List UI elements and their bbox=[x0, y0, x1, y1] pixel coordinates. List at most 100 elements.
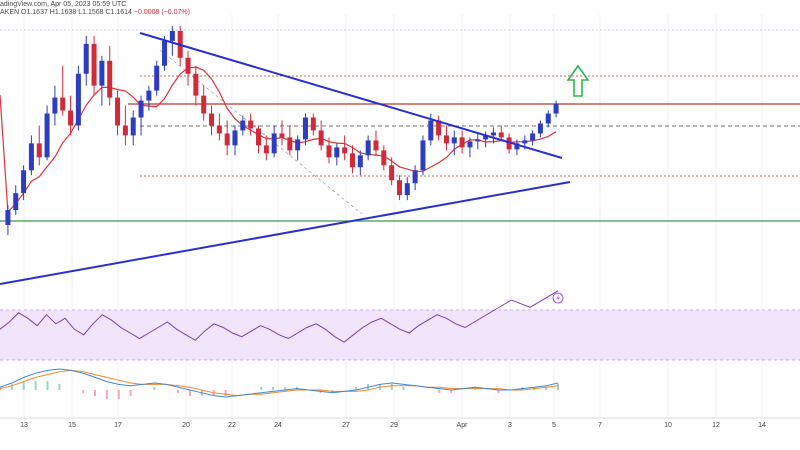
x-tick-label-8: Apr bbox=[457, 422, 469, 429]
candle-body-24 bbox=[193, 73, 199, 96]
x-tick-label-3: 20 bbox=[182, 422, 190, 429]
candle-body-18 bbox=[146, 90, 152, 101]
descending-trendline bbox=[139, 32, 563, 159]
candle-body-61 bbox=[483, 135, 489, 140]
candle-body-62 bbox=[490, 132, 496, 136]
candle-body-5 bbox=[44, 113, 50, 158]
candle-body-39 bbox=[310, 117, 316, 131]
candle-body-69 bbox=[545, 113, 551, 124]
candle-body-7 bbox=[60, 97, 66, 111]
candle-body-3 bbox=[28, 143, 34, 171]
candle-body-70 bbox=[553, 103, 559, 114]
x-tick-label-2: 17 bbox=[114, 422, 122, 429]
candle-body-19 bbox=[154, 65, 160, 91]
x-tick-label-13: 12 bbox=[712, 422, 720, 429]
candle-body-45 bbox=[357, 155, 363, 168]
candle-body-56 bbox=[443, 135, 449, 144]
candle-body-10 bbox=[83, 43, 89, 74]
x-tick-label-5: 24 bbox=[274, 422, 282, 429]
candle-body-14 bbox=[115, 97, 121, 126]
candle-body-33 bbox=[263, 145, 269, 154]
x-tick-label-9: 3 bbox=[508, 422, 512, 429]
header-change: −0.0008 (−0.07%) bbox=[133, 9, 190, 16]
candle-body-43 bbox=[342, 147, 348, 154]
candle-body-30 bbox=[240, 120, 246, 131]
candle-body-15 bbox=[122, 125, 128, 136]
x-axis: 13 15 17 20 22 24 27 29 Apr 3 5 7 10 12 14 bbox=[0, 417, 800, 429]
candle-body-50 bbox=[396, 180, 402, 196]
x-tick-label-14: 14 bbox=[758, 422, 766, 429]
x-tick-label-1: 15 bbox=[68, 422, 76, 429]
candle-body-31 bbox=[248, 120, 254, 129]
candle-body-41 bbox=[326, 145, 332, 158]
rsi-band bbox=[0, 310, 800, 360]
candle-body-36 bbox=[287, 137, 293, 151]
candle-body-29 bbox=[232, 130, 238, 146]
candle-body-51 bbox=[404, 183, 410, 196]
x-tick-label-4: 22 bbox=[228, 422, 236, 429]
candle-body-13 bbox=[107, 60, 113, 98]
lightning-icon bbox=[556, 294, 560, 302]
candle-body-67 bbox=[530, 133, 536, 141]
candle-body-40 bbox=[318, 130, 324, 146]
macd-panel bbox=[0, 368, 559, 399]
candle-body-9 bbox=[75, 73, 81, 126]
candle-body-12 bbox=[99, 60, 105, 86]
candle-body-44 bbox=[349, 153, 355, 168]
rsi-panel bbox=[0, 290, 800, 361]
x-tick-label-11: 7 bbox=[598, 422, 602, 429]
candle-body-54 bbox=[428, 120, 434, 141]
candle-body-35 bbox=[279, 133, 285, 138]
candle-body-21 bbox=[169, 30, 175, 41]
candle-body-66 bbox=[522, 140, 528, 144]
rsi-line bbox=[0, 290, 559, 343]
candle-body-4 bbox=[36, 143, 42, 158]
candle-body-49 bbox=[389, 165, 395, 181]
candle-body-8 bbox=[68, 110, 74, 126]
trend-lines bbox=[0, 32, 571, 285]
header-ohlc-line: AKEN O1.1637 H1.1638 L1.1568 C1.1614 −0.… bbox=[0, 9, 190, 16]
candle-body-32 bbox=[256, 128, 262, 146]
candle-body-68 bbox=[537, 123, 543, 134]
candle-body-60 bbox=[475, 139, 481, 142]
candle-body-27 bbox=[216, 125, 222, 134]
header-ohlc-values: AKEN O1.1637 H1.1638 L1.1568 C1.1614 bbox=[0, 9, 132, 16]
x-tick-label-7: 29 bbox=[390, 422, 398, 429]
arrow-up-icon bbox=[566, 64, 590, 97]
candle-body-26 bbox=[209, 113, 215, 126]
candle-body-28 bbox=[224, 133, 230, 146]
x-tick-label-0: 13 bbox=[20, 422, 28, 429]
candle-body-42 bbox=[334, 147, 340, 158]
candle-body-17 bbox=[138, 100, 144, 118]
candle-body-34 bbox=[271, 133, 277, 154]
candle-body-58 bbox=[459, 137, 465, 148]
candle-body-64 bbox=[506, 137, 512, 150]
candle-body-55 bbox=[436, 120, 442, 136]
candle-body-0 bbox=[5, 210, 11, 225]
candle-body-16 bbox=[130, 117, 136, 136]
candle-body-52 bbox=[412, 170, 418, 184]
candle-body-25 bbox=[201, 95, 207, 114]
candle-body-2 bbox=[21, 170, 27, 194]
candle-body-11 bbox=[91, 43, 97, 86]
header-source-line: adingView.com, Apr 05, 2023 05:59 UTC bbox=[0, 1, 127, 8]
x-tick-label-12: 10 bbox=[664, 422, 672, 429]
candle-body-53 bbox=[420, 140, 426, 171]
horizontal-levels bbox=[0, 29, 800, 222]
candle-body-23 bbox=[185, 57, 191, 74]
candles bbox=[5, 25, 559, 235]
ascending-trendline bbox=[0, 181, 571, 285]
macd-line bbox=[0, 368, 559, 398]
candle-body-59 bbox=[467, 141, 473, 148]
candle-body-65 bbox=[514, 143, 520, 150]
candle-body-57 bbox=[451, 137, 457, 144]
candle-body-38 bbox=[302, 117, 308, 140]
candle-body-46 bbox=[365, 140, 371, 156]
candle-body-6 bbox=[52, 97, 58, 114]
candle-body-20 bbox=[162, 40, 168, 66]
arrow-up-icon bbox=[566, 64, 590, 97]
candle-body-48 bbox=[381, 150, 387, 166]
candle-body-63 bbox=[498, 132, 504, 138]
x-tick-label-6: 27 bbox=[342, 422, 350, 429]
